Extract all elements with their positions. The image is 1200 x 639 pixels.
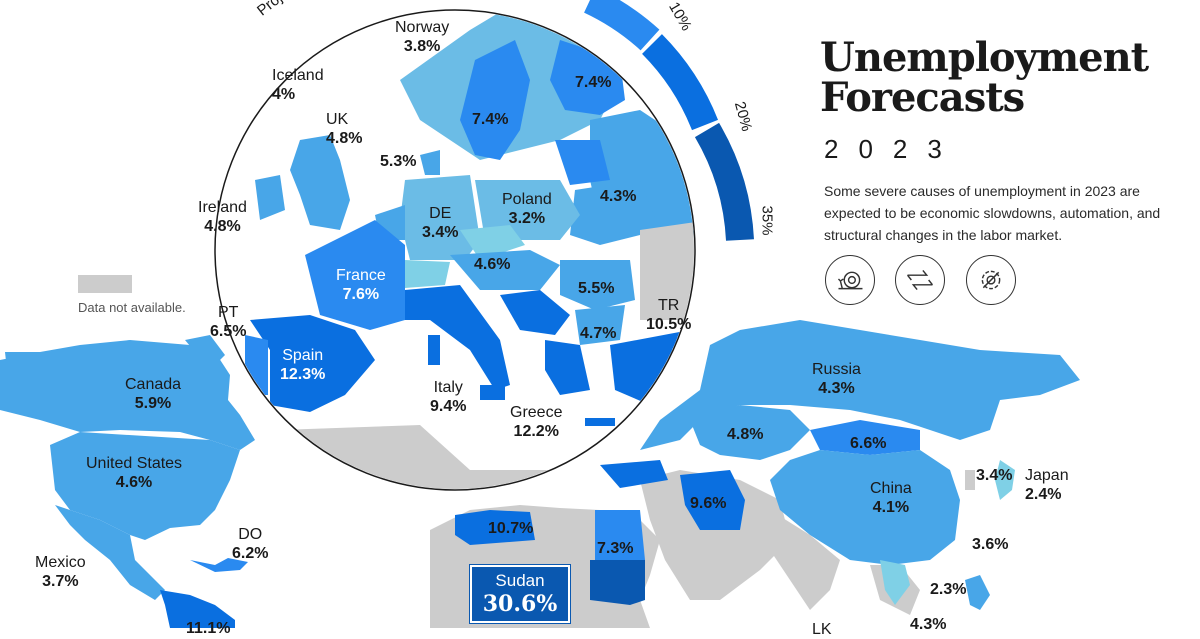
label-canada: Canada 5.9% xyxy=(125,376,182,412)
label-portugal: PT 6.5% xyxy=(210,304,247,340)
label-turkey: TR 10.5% xyxy=(646,297,692,333)
label-japan: Japan 2.4% xyxy=(1025,467,1069,503)
inset-austria-hungary xyxy=(450,250,560,290)
map-algeria xyxy=(455,510,535,545)
inset-swiss xyxy=(405,260,450,288)
sudan-highlight: Sudan 30.6% xyxy=(469,564,571,624)
year: 2023 xyxy=(824,134,962,164)
label-denmark: 5.3% xyxy=(380,153,417,170)
inset-iceland xyxy=(216,105,230,135)
map-central-america xyxy=(160,590,235,628)
map-korea xyxy=(965,470,975,490)
inset-bulgaria xyxy=(575,305,625,345)
label-kazakhstan: 4.8% xyxy=(727,426,764,443)
gear-wrench-icon xyxy=(966,255,1016,305)
label-central-europe: 4.6% xyxy=(474,256,511,273)
map-russia xyxy=(640,320,1080,450)
sudan-name: Sudan xyxy=(495,571,545,590)
label-usa: United States 4.6% xyxy=(86,455,183,491)
label-germany: DE 3.4% xyxy=(422,205,459,241)
inset-sardinia xyxy=(428,335,440,365)
page-title: Unemployment Forecasts xyxy=(820,38,1180,118)
map-vietnam xyxy=(880,560,910,605)
map-turkey-east xyxy=(600,460,668,488)
map-greenland-edge xyxy=(185,335,225,370)
label-italy: Italy 9.4% xyxy=(430,379,467,415)
label-taiwan: 3.6% xyxy=(972,536,1009,553)
map-usa xyxy=(50,432,240,540)
label-china: China 4.1% xyxy=(870,480,912,516)
label-vietnam: 2.3% xyxy=(930,581,967,598)
label-ireland: Ireland 4.8% xyxy=(198,199,247,235)
inset-sweden xyxy=(460,40,530,160)
map-japan xyxy=(995,460,1015,500)
inset-ireland xyxy=(255,175,285,220)
map-alaska xyxy=(5,352,40,398)
europe-inset xyxy=(214,9,696,491)
inset-uk xyxy=(290,135,350,230)
label-mongolia: 6.6% xyxy=(850,435,887,452)
label-spain: Spain 12.3% xyxy=(280,347,326,383)
label-norway: Norway 3.8% xyxy=(395,19,450,55)
label-romania: 5.5% xyxy=(578,280,615,297)
label-sri-lanka: LK xyxy=(812,621,832,638)
label-central-america: 11.1% xyxy=(186,620,231,637)
label-iceland: Iceland 4% xyxy=(272,67,324,103)
inset-germany xyxy=(400,175,480,260)
map-egypt xyxy=(595,510,645,560)
inset-baltics xyxy=(555,140,610,185)
map-caribbean xyxy=(190,558,248,572)
map-mongolia xyxy=(810,420,920,455)
inset-italy xyxy=(405,285,510,390)
label-finland: 7.4% xyxy=(575,74,612,91)
no-data-label: Data not available. xyxy=(78,300,186,315)
label-algeria: 10.7% xyxy=(488,520,534,537)
inset-belarus-ukraine xyxy=(570,180,660,245)
label-dominican-republic: DO 6.2% xyxy=(232,526,269,562)
label-uk: UK 4.8% xyxy=(326,111,363,147)
map-canada xyxy=(0,340,255,450)
no-data-swatch xyxy=(78,275,132,293)
label-iran: 9.6% xyxy=(690,495,727,512)
title-line-2: Forecasts xyxy=(820,74,1025,121)
inset-czech xyxy=(460,225,525,260)
label-france: France 7.6% xyxy=(336,267,386,303)
map-kazakhstan xyxy=(690,405,810,460)
label-russia: Russia 4.3% xyxy=(812,361,861,397)
scale-tick-35: 35% xyxy=(758,205,776,236)
inset-france xyxy=(305,220,405,330)
inset-denmark xyxy=(420,150,440,175)
map-mexico xyxy=(55,505,165,600)
map-middle-east xyxy=(640,470,790,600)
sudan-value: 30.6% xyxy=(482,591,558,617)
inset-poland xyxy=(475,180,580,240)
label-philippines: 4.3% xyxy=(910,616,947,633)
map-sudan xyxy=(590,560,645,605)
title-line-1: Unemployment xyxy=(820,34,1149,81)
scale-arc xyxy=(583,0,754,241)
label-sweden: 7.4% xyxy=(472,111,509,128)
map-philippines xyxy=(965,575,990,610)
automation-arrows-icon xyxy=(895,255,945,305)
map-china xyxy=(770,450,960,565)
inset-romania xyxy=(560,260,635,310)
label-mexico: Mexico 3.7% xyxy=(35,554,86,590)
inset-greece xyxy=(545,340,590,395)
label-ukraine: 4.3% xyxy=(600,188,637,205)
label-poland: Poland 3.2% xyxy=(502,191,552,227)
label-bulgaria: 4.7% xyxy=(580,325,617,342)
label-greece: Greece 12.2% xyxy=(510,404,563,440)
label-korea: 3.4% xyxy=(976,467,1013,484)
snail-icon xyxy=(825,255,875,305)
label-egypt: 7.3% xyxy=(597,540,634,557)
description: Some severe causes of unemployment in 20… xyxy=(824,183,1161,243)
inset-balkans xyxy=(500,290,570,335)
inset-crete xyxy=(585,418,615,426)
inset-spain xyxy=(250,315,375,412)
map-india xyxy=(770,510,840,610)
inset-sicily xyxy=(480,385,505,400)
map-iran xyxy=(680,470,745,530)
